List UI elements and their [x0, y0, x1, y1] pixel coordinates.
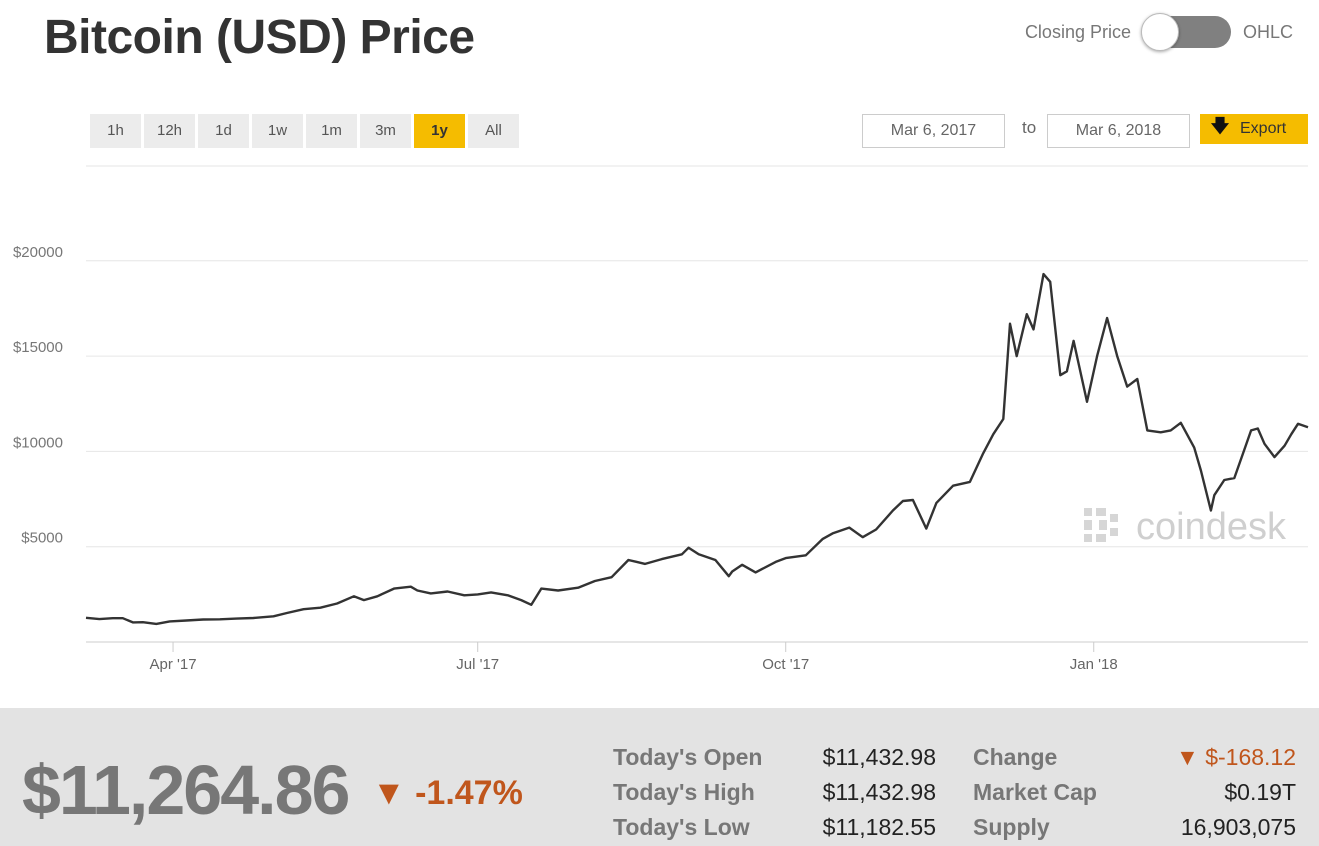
toggle-label-ohlc: OHLC	[1242, 21, 1293, 42]
stat-label-low: Today's Low	[613, 814, 750, 840]
range-button-1y[interactable]: 1y	[414, 114, 465, 148]
stat-value-market-cap: $0.19T	[1224, 779, 1296, 805]
range-button-1d[interactable]: 1d	[198, 114, 249, 148]
stat-label-change: Change	[973, 744, 1058, 770]
time-range-selector: 1h 12h 1d 1w 1m 3m 1y All	[90, 114, 519, 148]
stat-label-high: Today's High	[613, 779, 755, 805]
stat-label-supply: Supply	[973, 814, 1050, 840]
range-button-1h[interactable]: 1h	[90, 114, 141, 148]
stat-value-supply: 16,903,075	[1180, 814, 1296, 840]
price-series-line	[85, 272, 1309, 626]
export-label: Export	[1240, 120, 1287, 137]
price-chart: coindesk $5000 $10000 $15000 $20000 Apr '17 J…	[13, 165, 1309, 673]
stat-value-low: $11,182.55	[822, 814, 936, 840]
toggle-knob[interactable]	[1140, 13, 1179, 51]
price-mode-toggle[interactable]	[1140, 13, 1231, 51]
stat-value-high: $11,432.98	[822, 779, 936, 805]
start-date-input[interactable]: Mar 6, 2017	[862, 114, 1005, 148]
stat-value-change: ▼ $-168.12	[1176, 744, 1296, 770]
download-arrow-icon: 🡇	[1210, 116, 1230, 136]
y-tick-label: $20000	[13, 244, 63, 261]
price-mode-toggle-group: Closing Price OHLC	[1024, 13, 1293, 51]
stat-value-open: $11,432.98	[822, 744, 936, 770]
x-tick-label: Jan '18	[1070, 656, 1118, 673]
x-tick-label: Oct '17	[762, 656, 809, 673]
range-button-12h[interactable]: 12h	[144, 114, 195, 148]
page-title: Bitcoin (USD) Price	[44, 11, 475, 64]
x-tick-label: Apr '17	[150, 656, 197, 673]
current-price: $11,264.86	[22, 751, 350, 829]
watermark-text: coindesk	[1136, 506, 1287, 548]
date-range-to-label: to	[1022, 118, 1037, 137]
coindesk-watermark: coindesk	[1084, 506, 1287, 548]
x-tick-label: Jul '17	[456, 656, 499, 673]
stat-label-open: Today's Open	[613, 744, 763, 770]
range-button-1w[interactable]: 1w	[252, 114, 303, 148]
range-button-3m[interactable]: 3m	[360, 114, 411, 148]
end-date-input[interactable]: Mar 6, 2018	[1047, 114, 1190, 148]
range-button-1m[interactable]: 1m	[306, 114, 357, 148]
range-button-all[interactable]: All	[468, 114, 519, 148]
price-summary-footer: $11,264.86 ▼ -1.47% Today's Open $11,432…	[0, 708, 1319, 846]
toggle-label-closing-price: Closing Price	[1024, 21, 1131, 42]
stat-label-market-cap: Market Cap	[973, 779, 1097, 805]
y-tick-label: $10000	[13, 434, 63, 451]
y-tick-label: $5000	[21, 530, 63, 547]
percent-change: ▼ -1.47%	[372, 774, 523, 812]
export-button[interactable]: 🡇 Export	[1200, 114, 1308, 144]
y-tick-label: $15000	[13, 339, 63, 356]
